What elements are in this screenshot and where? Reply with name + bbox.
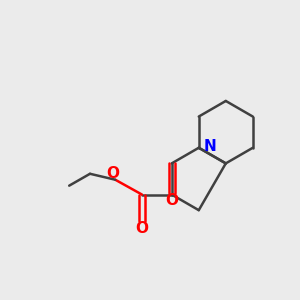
- Text: O: O: [106, 166, 119, 181]
- Text: N: N: [203, 139, 216, 154]
- Text: O: O: [136, 221, 148, 236]
- Text: O: O: [165, 193, 178, 208]
